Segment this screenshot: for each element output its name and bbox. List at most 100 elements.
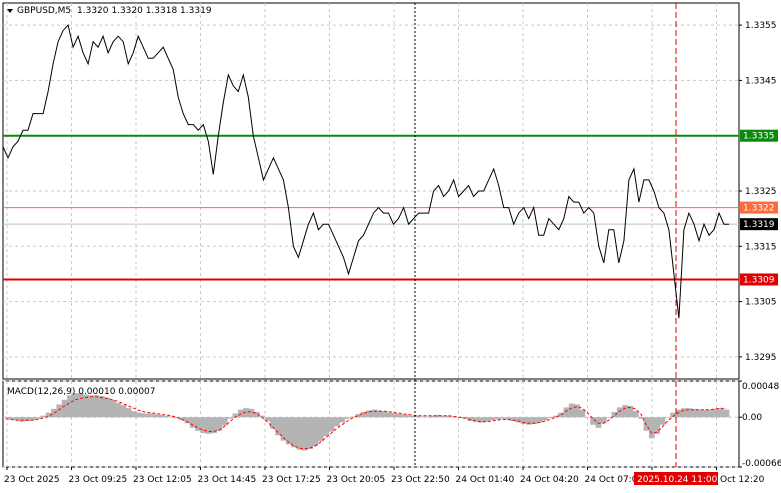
macd-bar <box>670 412 677 418</box>
macd-bar <box>227 417 233 419</box>
macd-bar <box>205 417 212 434</box>
macd-bar <box>723 409 730 418</box>
macd-bar <box>179 417 185 421</box>
macd-bar <box>109 399 116 418</box>
macd-bar <box>339 417 346 423</box>
macd-bar <box>323 417 330 437</box>
macd-bar <box>99 396 105 418</box>
macd-bar <box>536 417 543 423</box>
macd-bar <box>643 417 650 431</box>
macd-bar <box>664 417 671 418</box>
macd-bar <box>312 417 319 446</box>
macd-bar <box>19 417 25 422</box>
macd-bar <box>718 408 725 418</box>
level-tag-label-green: 1.3335 <box>743 132 775 142</box>
macd-bar <box>430 415 436 418</box>
macd-tick-label: 0.00 <box>742 413 762 423</box>
macd-bar <box>622 405 628 418</box>
macd-bar <box>333 417 340 427</box>
macd-bar <box>632 411 639 418</box>
level-tag-label-red: 1.3309 <box>743 275 775 285</box>
macd-bar <box>243 408 249 418</box>
macd-bar <box>168 416 175 418</box>
macd-bar <box>195 417 201 431</box>
macd-bar <box>638 417 644 419</box>
macd-bar <box>136 412 143 418</box>
macd-bar <box>56 404 63 418</box>
macd-bar <box>627 405 634 418</box>
macd-bar <box>259 415 265 418</box>
level-tag-label-orange: 1.3322 <box>743 204 775 214</box>
symbol-dropdown-icon[interactable] <box>7 9 13 13</box>
macd-bar <box>291 417 298 448</box>
macd-bar <box>520 417 527 424</box>
macd-bar <box>600 417 607 424</box>
price-tick-label: 1.3315 <box>745 242 777 252</box>
macd-bar <box>424 416 431 418</box>
price-tick-label: 1.3295 <box>745 353 777 363</box>
time-tick-label: 23 Oct 22:50 <box>391 475 450 485</box>
level-tag-green <box>740 129 778 142</box>
macd-bar <box>83 394 89 418</box>
price-tick-label: 1.3325 <box>745 187 777 197</box>
time-tick-label: 23 Oct 20:05 <box>327 475 386 485</box>
macd-bar <box>675 409 682 418</box>
time-axis: 23 Oct 2025 23 Oct 09:25 23 Oct 12:05 23 Oc… <box>4 467 765 485</box>
vertical-markers <box>414 3 677 467</box>
macd-bar <box>72 393 79 418</box>
macd-bar <box>216 417 223 431</box>
macd-bar <box>275 417 281 436</box>
macd-pane-frame <box>2 380 740 468</box>
macd-bar <box>568 403 575 418</box>
time-tick-label: 23 Oct 2025 <box>4 475 60 485</box>
macd-bar <box>51 408 57 418</box>
macd-bar <box>712 408 719 418</box>
macd-bar <box>579 409 586 418</box>
macd-bar <box>552 415 559 418</box>
macd-bar <box>173 417 180 418</box>
macd-bar <box>446 415 452 418</box>
macd-bar <box>616 407 623 418</box>
macd-bar <box>184 417 191 424</box>
macd-bar <box>13 417 20 421</box>
macd-bar <box>285 417 292 445</box>
time-tick-label: 24 Oct 04:20 <box>520 475 579 485</box>
macd-bar <box>152 414 159 418</box>
macd-bar <box>435 414 442 418</box>
macd-bar <box>408 415 415 418</box>
macd-bar <box>93 395 100 418</box>
macd-bar <box>488 417 495 421</box>
level-tag-label-current: 1.3319 <box>743 220 775 230</box>
symbol-label: GBPUSD,M5 <box>17 6 71 16</box>
crosshair-time-tag <box>634 472 718 485</box>
macd-bar <box>595 417 602 428</box>
macd-bar <box>531 417 538 424</box>
macd-bar <box>3 417 9 418</box>
macd-bar <box>494 417 500 420</box>
macd-bar <box>483 417 490 422</box>
macd-bar <box>371 409 378 418</box>
crosshair-time-label: 2025.10.24 11:00 <box>637 475 718 485</box>
macd-bar <box>307 417 314 449</box>
price-tick-label: 1.3355 <box>745 21 777 31</box>
price-axis: 1.3335 1.3322 1.3319 1.3309 1.3295 1.3305 1.33… <box>739 21 778 363</box>
macd-bar <box>504 417 511 420</box>
macd-bar <box>499 417 506 419</box>
macd-bar <box>280 417 287 441</box>
macd-bar <box>61 399 68 418</box>
macd-bar <box>45 412 52 418</box>
macd-bar <box>696 409 703 418</box>
macd-bar <box>648 417 655 439</box>
macd-bar <box>141 413 148 418</box>
macd-bar <box>77 393 84 418</box>
macd-bar <box>563 407 570 418</box>
time-tick-label: 24 Oct 01:40 <box>456 475 515 485</box>
macd-bar <box>659 417 666 425</box>
macd-tick-label: 0.00048 <box>742 382 779 392</box>
macd-bar <box>125 408 132 418</box>
macd-bar <box>590 417 596 425</box>
macd-bar <box>157 414 164 418</box>
macd-bar <box>702 409 709 418</box>
macd-bar <box>392 413 399 418</box>
